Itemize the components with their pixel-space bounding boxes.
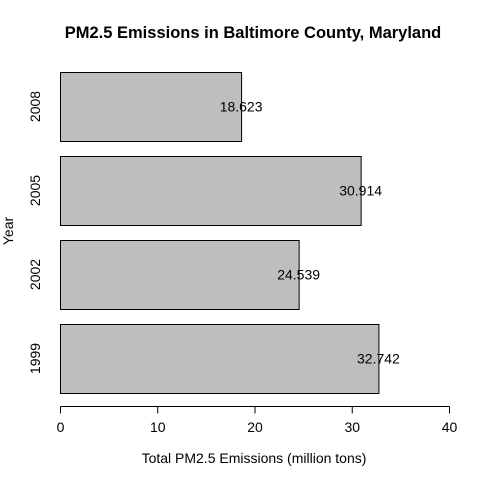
- y-tick-labels: 1999 2002 2005 2008: [27, 91, 43, 374]
- bar-1999: [60, 324, 380, 394]
- y-tick-label-1999: 1999: [27, 343, 43, 374]
- bar-2008: [60, 72, 243, 142]
- x-tick-label-20: 20: [247, 419, 263, 435]
- y-tick-label-2008: 2008: [27, 91, 43, 122]
- chart-title: PM2.5 Emissions in Baltimore County, Mar…: [65, 24, 442, 42]
- data-label-1999: 32.742: [357, 351, 400, 367]
- x-axis-label: Total PM2.5 Emissions (million tons): [142, 450, 367, 466]
- x-tick-label-30: 30: [344, 419, 360, 435]
- x-tick-label-0: 0: [57, 419, 65, 435]
- x-axis: 0 10 20 30 40: [57, 406, 458, 435]
- y-tick-label-2005: 2005: [27, 175, 43, 206]
- y-tick-label-2002: 2002: [27, 259, 43, 290]
- bar-2005: [60, 156, 362, 226]
- x-tick-label-40: 40: [442, 419, 458, 435]
- bar-2002: [60, 240, 300, 310]
- x-tick-label-10: 10: [150, 419, 166, 435]
- bars-group: 32.742 24.539 30.914 18.623: [60, 72, 400, 394]
- y-axis-label: Year: [0, 217, 16, 246]
- data-label-2005: 30.914: [339, 183, 382, 199]
- data-label-2002: 24.539: [277, 267, 320, 283]
- data-label-2008: 18.623: [220, 99, 263, 115]
